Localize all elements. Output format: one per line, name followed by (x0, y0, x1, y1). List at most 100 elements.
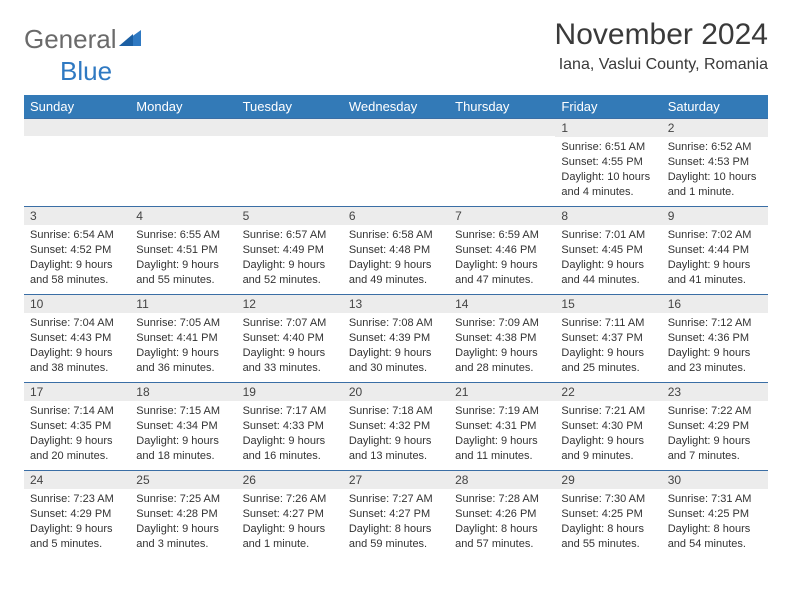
sunset-line: Sunset: 4:55 PM (561, 155, 655, 170)
sunset-line: Sunset: 4:39 PM (349, 331, 443, 346)
sunrise-line: Sunrise: 7:07 AM (243, 316, 337, 331)
sunset-line: Sunset: 4:41 PM (136, 331, 230, 346)
day-data: Sunrise: 6:59 AMSunset: 4:46 PMDaylight:… (449, 225, 555, 291)
sunset-line: Sunset: 4:33 PM (243, 419, 337, 434)
sunrise-line: Sunrise: 7:11 AM (561, 316, 655, 331)
sunrise-line: Sunrise: 7:18 AM (349, 404, 443, 419)
daylight-line: Daylight: 9 hours and 3 minutes. (136, 522, 230, 552)
sunset-line: Sunset: 4:44 PM (668, 243, 762, 258)
logo-triangle-icon (119, 24, 141, 55)
day-data: Sunrise: 7:28 AMSunset: 4:26 PMDaylight:… (449, 489, 555, 555)
sunrise-line: Sunrise: 7:04 AM (30, 316, 124, 331)
logo-text-2: Blue (24, 56, 112, 86)
sunrise-line: Sunrise: 7:02 AM (668, 228, 762, 243)
daylight-line: Daylight: 10 hours and 1 minute. (668, 170, 762, 200)
sunrise-line: Sunrise: 7:21 AM (561, 404, 655, 419)
day-data: Sunrise: 7:19 AMSunset: 4:31 PMDaylight:… (449, 401, 555, 467)
calendar-day-cell: 28Sunrise: 7:28 AMSunset: 4:26 PMDayligh… (449, 471, 555, 559)
day-number: 26 (237, 471, 343, 489)
day-data: Sunrise: 6:57 AMSunset: 4:49 PMDaylight:… (237, 225, 343, 291)
sunrise-line: Sunrise: 7:23 AM (30, 492, 124, 507)
day-number: 25 (130, 471, 236, 489)
weekday-header: Sunday (24, 95, 130, 119)
daylight-line: Daylight: 9 hours and 9 minutes. (561, 434, 655, 464)
sunrise-line: Sunrise: 7:19 AM (455, 404, 549, 419)
calendar-day-cell: 6Sunrise: 6:58 AMSunset: 4:48 PMDaylight… (343, 207, 449, 295)
day-number: 21 (449, 383, 555, 401)
day-data: Sunrise: 7:31 AMSunset: 4:25 PMDaylight:… (662, 489, 768, 555)
day-data: Sunrise: 7:05 AMSunset: 4:41 PMDaylight:… (130, 313, 236, 379)
day-number: 11 (130, 295, 236, 313)
day-data: Sunrise: 7:12 AMSunset: 4:36 PMDaylight:… (662, 313, 768, 379)
calendar-day-cell: 12Sunrise: 7:07 AMSunset: 4:40 PMDayligh… (237, 295, 343, 383)
day-data: Sunrise: 7:22 AMSunset: 4:29 PMDaylight:… (662, 401, 768, 467)
calendar-day-cell: 30Sunrise: 7:31 AMSunset: 4:25 PMDayligh… (662, 471, 768, 559)
day-number: 1 (555, 119, 661, 137)
day-number: 27 (343, 471, 449, 489)
sunset-line: Sunset: 4:25 PM (561, 507, 655, 522)
calendar-day-cell: 24 Sunrise: 7:23 AMSunset: 4:29 PMDayligh… (24, 471, 130, 559)
logo-text-1: General (24, 24, 117, 55)
sunset-line: Sunset: 4:29 PM (30, 507, 124, 522)
calendar-day-cell: 3Sunrise: 6:54 AMSunset: 4:52 PMDaylight… (24, 207, 130, 295)
sunrise-line: Sunrise: 7:05 AM (136, 316, 230, 331)
sunrise-line: Sunrise: 7:27 AM (349, 492, 443, 507)
day-number: 24 (24, 471, 130, 489)
sunrise-line: Sunrise: 6:59 AM (455, 228, 549, 243)
day-data: Sunrise: 6:52 AMSunset: 4:53 PMDaylight:… (662, 137, 768, 203)
day-number: 3 (24, 207, 130, 225)
day-data: Sunrise: 7:11 AMSunset: 4:37 PMDaylight:… (555, 313, 661, 379)
calendar-day-cell (343, 119, 449, 207)
calendar-week-row: 1Sunrise: 6:51 AMSunset: 4:55 PMDaylight… (24, 119, 768, 207)
sunrise-line: Sunrise: 6:58 AM (349, 228, 443, 243)
day-number (237, 119, 343, 136)
calendar-day-cell: 18Sunrise: 7:15 AMSunset: 4:34 PMDayligh… (130, 383, 236, 471)
calendar-day-cell: 29Sunrise: 7:30 AMSunset: 4:25 PMDayligh… (555, 471, 661, 559)
calendar-day-cell: 27Sunrise: 7:27 AMSunset: 4:27 PMDayligh… (343, 471, 449, 559)
calendar-day-cell: 22Sunrise: 7:21 AMSunset: 4:30 PMDayligh… (555, 383, 661, 471)
day-number: 23 (662, 383, 768, 401)
sunrise-line: Sunrise: 6:52 AM (668, 140, 762, 155)
location: Iana, Vaslui County, Romania (555, 56, 768, 74)
daylight-line: Daylight: 9 hours and 30 minutes. (349, 346, 443, 376)
day-data: Sunrise: 7:30 AMSunset: 4:25 PMDaylight:… (555, 489, 661, 555)
day-number (130, 119, 236, 136)
day-number: 14 (449, 295, 555, 313)
sunset-line: Sunset: 4:46 PM (455, 243, 549, 258)
day-number: 8 (555, 207, 661, 225)
calendar-day-cell: 5Sunrise: 6:57 AMSunset: 4:49 PMDaylight… (237, 207, 343, 295)
daylight-line: Daylight: 9 hours and 33 minutes. (243, 346, 337, 376)
calendar-day-cell: 13Sunrise: 7:08 AMSunset: 4:39 PMDayligh… (343, 295, 449, 383)
day-data: Sunrise: 6:58 AMSunset: 4:48 PMDaylight:… (343, 225, 449, 291)
day-number: 6 (343, 207, 449, 225)
daylight-line: Daylight: 10 hours and 4 minutes. (561, 170, 655, 200)
calendar-day-cell: 23Sunrise: 7:22 AMSunset: 4:29 PMDayligh… (662, 383, 768, 471)
calendar-day-cell (24, 119, 130, 207)
daylight-line: Daylight: 8 hours and 54 minutes. (668, 522, 762, 552)
day-number: 30 (662, 471, 768, 489)
sunset-line: Sunset: 4:37 PM (561, 331, 655, 346)
day-data: Sunrise: 7:02 AMSunset: 4:44 PMDaylight:… (662, 225, 768, 291)
calendar-day-cell: 26Sunrise: 7:26 AMSunset: 4:27 PMDayligh… (237, 471, 343, 559)
daylight-line: Daylight: 9 hours and 52 minutes. (243, 258, 337, 288)
day-data: Sunrise: 7:18 AMSunset: 4:32 PMDaylight:… (343, 401, 449, 467)
day-data: Sunrise: 7:17 AMSunset: 4:33 PMDaylight:… (237, 401, 343, 467)
day-number: 28 (449, 471, 555, 489)
sunset-line: Sunset: 4:35 PM (30, 419, 124, 434)
daylight-line: Daylight: 9 hours and 5 minutes. (30, 522, 124, 552)
sunrise-line: Sunrise: 7:26 AM (243, 492, 337, 507)
sunrise-line: Sunrise: 7:30 AM (561, 492, 655, 507)
sunrise-line: Sunrise: 7:01 AM (561, 228, 655, 243)
day-data: Sunrise: 7:14 AMSunset: 4:35 PMDaylight:… (24, 401, 130, 467)
sunrise-line: Sunrise: 7:28 AM (455, 492, 549, 507)
daylight-line: Daylight: 9 hours and 41 minutes. (668, 258, 762, 288)
sunrise-line: Sunrise: 7:17 AM (243, 404, 337, 419)
day-number: 22 (555, 383, 661, 401)
day-data: Sunrise: 7:07 AMSunset: 4:40 PMDaylight:… (237, 313, 343, 379)
day-number: 16 (662, 295, 768, 313)
day-data: Sunrise: 6:55 AMSunset: 4:51 PMDaylight:… (130, 225, 236, 291)
calendar-day-cell: 9Sunrise: 7:02 AMSunset: 4:44 PMDaylight… (662, 207, 768, 295)
day-data: Sunrise: 7:25 AMSunset: 4:28 PMDaylight:… (130, 489, 236, 555)
day-number (449, 119, 555, 136)
day-number: 18 (130, 383, 236, 401)
